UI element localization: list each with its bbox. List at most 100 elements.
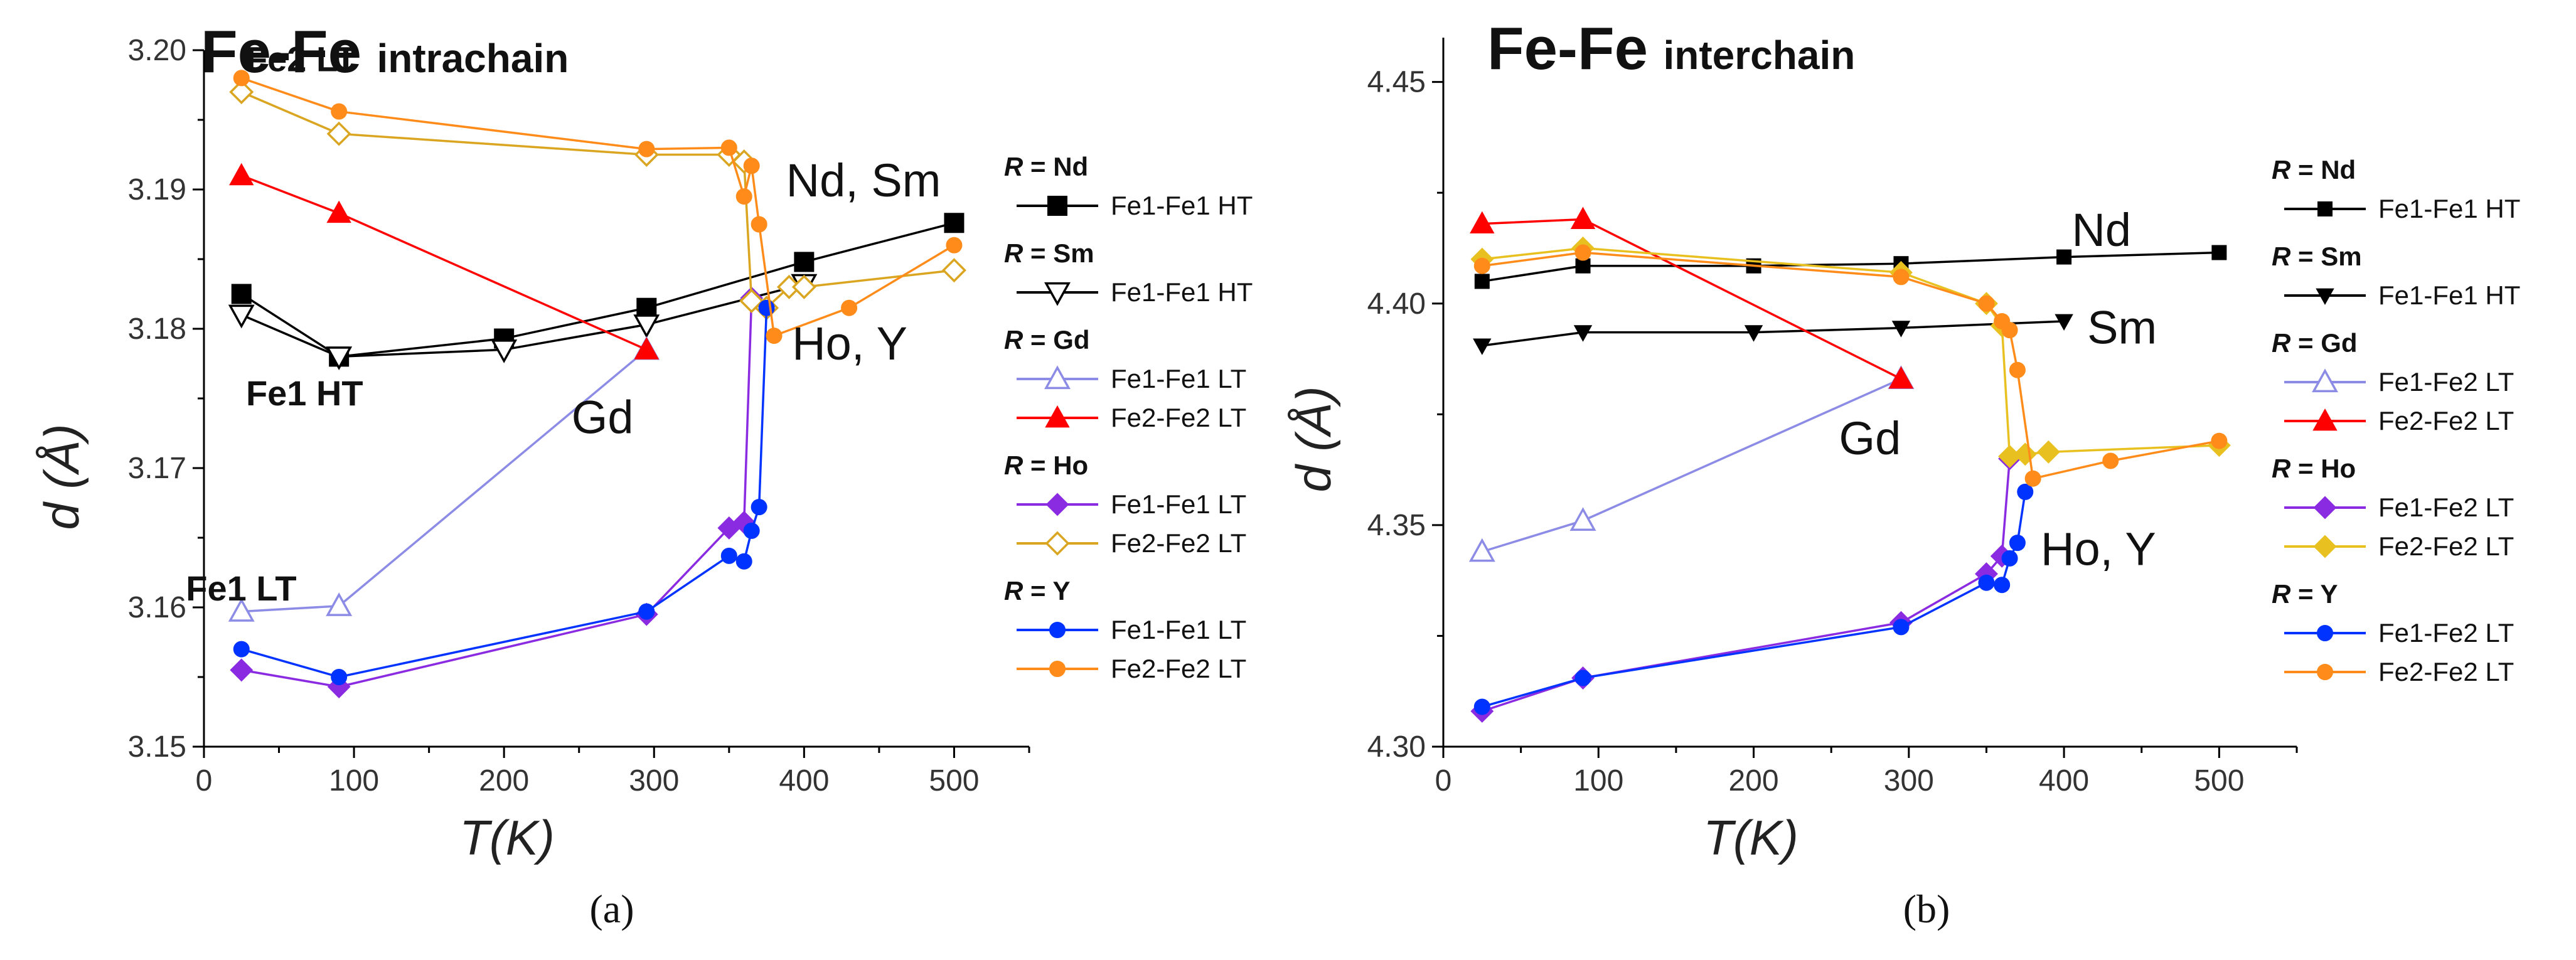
- data-point: [2055, 314, 2073, 331]
- data-point: [1573, 325, 1593, 342]
- data-point: [735, 553, 752, 570]
- data-point: [229, 163, 254, 186]
- x-tick-label: 100: [1573, 764, 1623, 797]
- data-point: [743, 522, 760, 539]
- legend-group-prefix: R: [1004, 451, 1023, 480]
- data-point: [1574, 244, 1591, 261]
- data-point: [1570, 206, 1596, 229]
- data-point: [743, 157, 760, 174]
- data-point: [2024, 470, 2041, 487]
- data-point: [2009, 535, 2026, 552]
- series-line: [240, 221, 954, 358]
- data-point: [1978, 574, 1995, 591]
- y-tick-label: 3.19: [128, 173, 186, 206]
- data-point: [1574, 669, 1591, 686]
- data-point: [751, 216, 767, 233]
- legend-group-prefix: R: [2272, 155, 2291, 184]
- data-point: [946, 237, 963, 253]
- panel-a-plot-area: 0 100 200 300 400 500 3.15 3.16 3.17 3.18 3.19 3.20…: [128, 34, 1030, 797]
- legend-swatch-marker: [1045, 531, 1070, 556]
- y-tick-label: 3.16: [128, 591, 186, 624]
- data-point: [2017, 483, 2034, 500]
- annotation-label: Nd: [2071, 204, 2131, 256]
- data-point: [841, 299, 858, 316]
- legend-swatch-marker: [2317, 664, 2333, 680]
- annotation-label: Fe1 HT: [246, 373, 363, 413]
- data-point: [2036, 440, 2060, 464]
- data-point: [2211, 245, 2227, 260]
- data-point: [944, 213, 965, 233]
- data-point: [331, 103, 348, 120]
- panel-a-title-main: Fe-Fe: [201, 18, 361, 85]
- data-point: [2211, 432, 2228, 449]
- legend-group-title: R = Nd: [2272, 155, 2356, 184]
- legend-item-label: Fe1-Fe1 LT: [1111, 615, 1246, 644]
- data-point: [230, 658, 254, 682]
- legend-swatch-marker: [1049, 661, 1066, 677]
- data-point: [1473, 338, 1492, 355]
- panel-b-title: Fe-Fe interchain: [1487, 15, 1855, 82]
- legend-item-label: Fe1-Fe1 HT: [2378, 194, 2520, 223]
- data-point: [1473, 257, 1490, 274]
- data-point: [326, 592, 353, 616]
- legend-group-name: = Ho: [2290, 454, 2356, 483]
- legend-item: Fe1-Fe1 HT: [2284, 194, 2520, 223]
- data-point: [1893, 619, 1910, 636]
- legend-group-prefix: R: [1004, 576, 1023, 605]
- legend-group-prefix: R: [2272, 579, 2291, 609]
- panel-a-intrachain: Fe-Fe intrachain 0 100 200 300 400 500 3.15 3.1…: [34, 18, 1253, 931]
- legend-group-title: R = Ho: [2272, 454, 2356, 483]
- panel-a-label: (a): [589, 887, 634, 931]
- series-ho-fe1-fe2-lt: [1470, 447, 2021, 723]
- data-point: [326, 346, 353, 371]
- data-point: [751, 499, 767, 516]
- panel-b-y-axis-title: d (Å): [1286, 386, 1341, 492]
- series-y-fe1-fe2-lt: [1473, 483, 2034, 715]
- legend-item-label: Fe2-Fe2 LT: [2378, 531, 2514, 561]
- legend-group-name: = Gd: [1023, 325, 1089, 355]
- legend-group-name: = Sm: [1023, 238, 1094, 268]
- panel-b-interchain: Fe-Fe interchain 0 100 200 300 400 500 4.30 4.3…: [1286, 15, 2520, 931]
- legend-group-prefix: R: [2272, 242, 2291, 271]
- annotation-label: Nd, Sm: [786, 154, 941, 206]
- legend-item-label: Fe2-Fe2 LT: [1111, 403, 1246, 432]
- data-point: [638, 603, 655, 620]
- legend-item: Fe1-Fe2 LT: [2284, 493, 2514, 522]
- series-sm-fe1-fe1-ht: [1473, 314, 2073, 355]
- data-point: [791, 274, 816, 299]
- data-point: [2102, 452, 2119, 469]
- legend-group-name: = Sm: [2290, 242, 2361, 271]
- panel-a-y-axis-title: d (Å): [34, 424, 89, 530]
- legend-item-label: Fe1-Fe1 HT: [2378, 280, 2520, 310]
- y-tick-label: 3.18: [128, 312, 186, 346]
- legend-item: Fe2-Fe2 LT: [2284, 531, 2514, 561]
- annotation-label: Ho, Y: [792, 317, 907, 370]
- x-tick-label: 400: [2039, 764, 2089, 797]
- legend-group-title: R = Y: [2272, 579, 2338, 609]
- data-point: [326, 200, 351, 223]
- data-point: [735, 188, 752, 205]
- legend-group-prefix: R: [2272, 328, 2291, 358]
- data-point: [766, 328, 783, 344]
- legend-group-prefix: R: [1004, 238, 1023, 268]
- legend-group-prefix: R: [1004, 325, 1023, 355]
- legend-group-name: = Y: [1023, 576, 1070, 605]
- series-sm-fe1-fe1-ht: [228, 274, 818, 371]
- data-point: [228, 304, 255, 329]
- series-line: [1482, 320, 2065, 347]
- y-tick-label: 4.45: [1367, 66, 1426, 99]
- series-y-fe2-fe2-lt: [1473, 244, 2228, 487]
- data-point: [794, 252, 815, 272]
- x-tick-label: 500: [2194, 764, 2244, 797]
- data-point: [231, 284, 252, 304]
- legend-item-label: Fe1-Fe2 LT: [2378, 493, 2514, 522]
- data-point: [1744, 325, 1763, 342]
- data-point: [1569, 507, 1596, 531]
- series-line: [241, 77, 955, 338]
- legend-swatch-marker: [1049, 622, 1066, 638]
- legend-swatch-marker: [1047, 196, 1067, 216]
- panel-b-plot-area: 0 100 200 300 400 500 4.30 4.35 4.40 4.45 Nd Sm Gd Ho…: [1367, 38, 2298, 797]
- data-point: [633, 314, 660, 338]
- x-tick-label: 300: [629, 764, 679, 797]
- series-line: [1482, 378, 1902, 553]
